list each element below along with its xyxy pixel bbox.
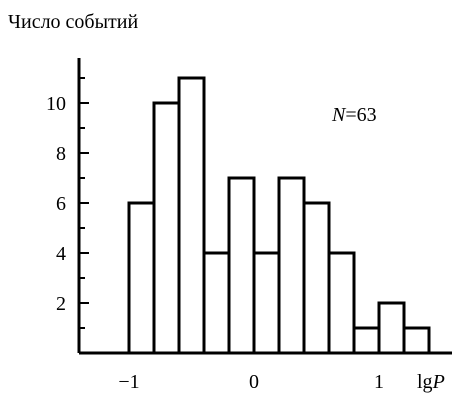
- histogram-bar: [252, 251, 281, 355]
- histogram-bar: [152, 101, 181, 355]
- x-tick-label: 0: [249, 371, 259, 393]
- y-ticks-group: 2 4 6 8 10: [46, 77, 89, 329]
- y-axis-label: Число событий: [8, 11, 138, 33]
- histogram-bar: [202, 251, 231, 355]
- x-axis-label-prefix: lg: [417, 371, 433, 393]
- x-axis-label: lgP: [417, 371, 445, 393]
- histogram-bar: [352, 326, 381, 355]
- y-tick-label: 2: [56, 293, 66, 315]
- histogram-bar: [377, 301, 406, 355]
- x-axis-label-variable: P: [432, 371, 445, 393]
- histogram-bar: [227, 176, 256, 355]
- histogram-bar: [127, 201, 156, 355]
- x-tick-label: −1: [118, 371, 139, 393]
- sample-size-annotation: N=63: [331, 104, 377, 126]
- sample-size-value: =63: [345, 104, 376, 126]
- sample-size-variable: N: [331, 104, 347, 126]
- x-ticks-group: −1 0 1: [118, 348, 405, 393]
- histogram-bar: [277, 176, 306, 355]
- histogram-bar: [302, 201, 331, 355]
- y-tick-label: 8: [56, 143, 66, 165]
- y-tick-label: 10: [46, 93, 66, 115]
- histogram-bar: [402, 326, 431, 355]
- y-tick-label: 4: [56, 243, 66, 265]
- bars-group: [127, 76, 431, 355]
- histogram-bar: [327, 251, 356, 355]
- x-tick-label: 1: [374, 371, 384, 393]
- histogram-bar: [177, 76, 206, 355]
- y-tick-label: 6: [56, 193, 66, 215]
